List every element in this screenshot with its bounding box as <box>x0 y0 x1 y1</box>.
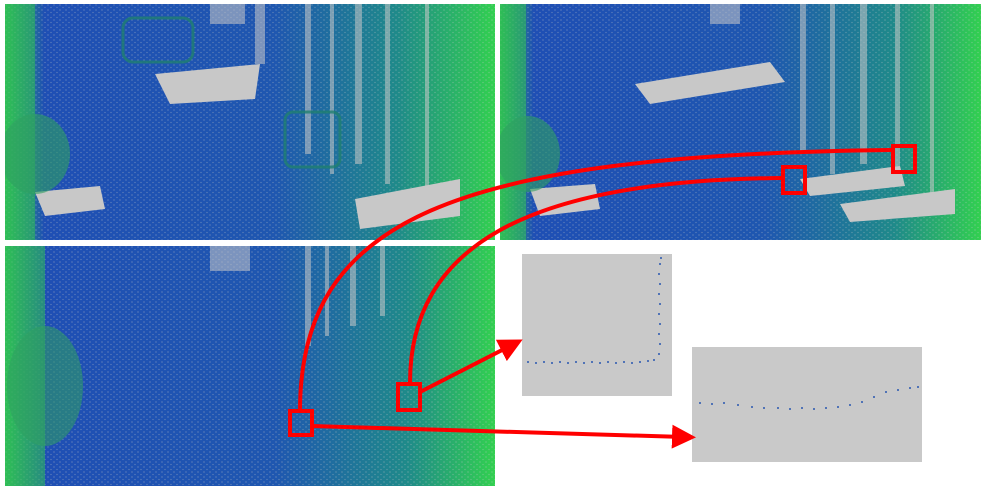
zoom-inset-edge <box>692 347 922 462</box>
point-cloud-panel-top-left <box>5 4 495 240</box>
zoom-inset-edge-points <box>699 386 919 410</box>
zoom-inset-corner-points <box>527 257 662 364</box>
point-cloud-c <box>5 246 495 486</box>
zoom-inset-corner <box>522 254 672 396</box>
point-cloud-panel-top-right <box>500 4 981 240</box>
point-cloud-b <box>500 4 981 240</box>
point-cloud-a <box>5 4 495 240</box>
point-cloud-panel-bottom-left <box>5 246 495 486</box>
